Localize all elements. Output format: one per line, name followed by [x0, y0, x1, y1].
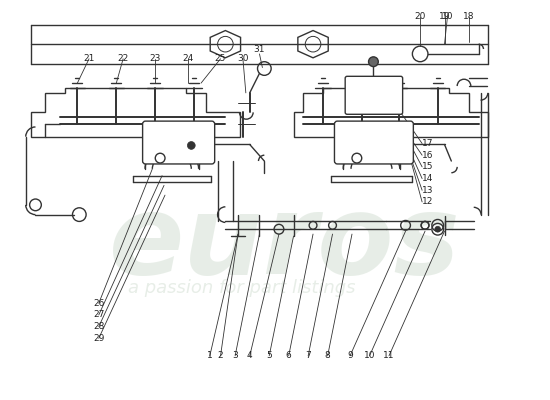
Text: 22: 22	[118, 54, 129, 63]
Text: 10: 10	[364, 351, 375, 360]
Text: 18: 18	[463, 12, 475, 22]
Circle shape	[188, 142, 195, 149]
Text: 8: 8	[324, 351, 331, 360]
Text: 4: 4	[247, 351, 252, 360]
Text: 7: 7	[305, 351, 311, 360]
Text: 14: 14	[422, 174, 433, 183]
Text: 15: 15	[422, 162, 433, 171]
Text: 2: 2	[218, 351, 223, 360]
Text: 3: 3	[232, 351, 238, 360]
FancyBboxPatch shape	[142, 121, 214, 164]
Text: 10: 10	[442, 12, 453, 22]
FancyBboxPatch shape	[345, 76, 403, 114]
Text: euros: euros	[108, 190, 460, 297]
Text: 20: 20	[415, 12, 426, 22]
Text: 31: 31	[254, 44, 265, 54]
Text: 28: 28	[93, 322, 104, 331]
Text: 1: 1	[207, 351, 213, 360]
Text: 13: 13	[422, 186, 433, 195]
Text: 21: 21	[84, 54, 95, 63]
Circle shape	[435, 226, 441, 232]
Text: 30: 30	[237, 54, 249, 63]
Text: 24: 24	[183, 54, 194, 63]
Text: 12: 12	[422, 198, 433, 206]
Text: a passion for part listings: a passion for part listings	[128, 279, 355, 297]
Circle shape	[368, 57, 378, 66]
Text: 9: 9	[347, 351, 353, 360]
Text: 11: 11	[383, 351, 395, 360]
Text: 6: 6	[286, 351, 292, 360]
Text: 29: 29	[93, 334, 104, 343]
Text: 5: 5	[266, 351, 272, 360]
Text: 23: 23	[150, 54, 161, 63]
FancyBboxPatch shape	[334, 121, 414, 164]
Text: 26: 26	[93, 299, 104, 308]
Text: 19: 19	[439, 12, 450, 22]
Text: 16: 16	[422, 151, 433, 160]
Text: 25: 25	[215, 54, 226, 63]
Text: 17: 17	[422, 139, 433, 148]
Text: 27: 27	[93, 310, 104, 320]
